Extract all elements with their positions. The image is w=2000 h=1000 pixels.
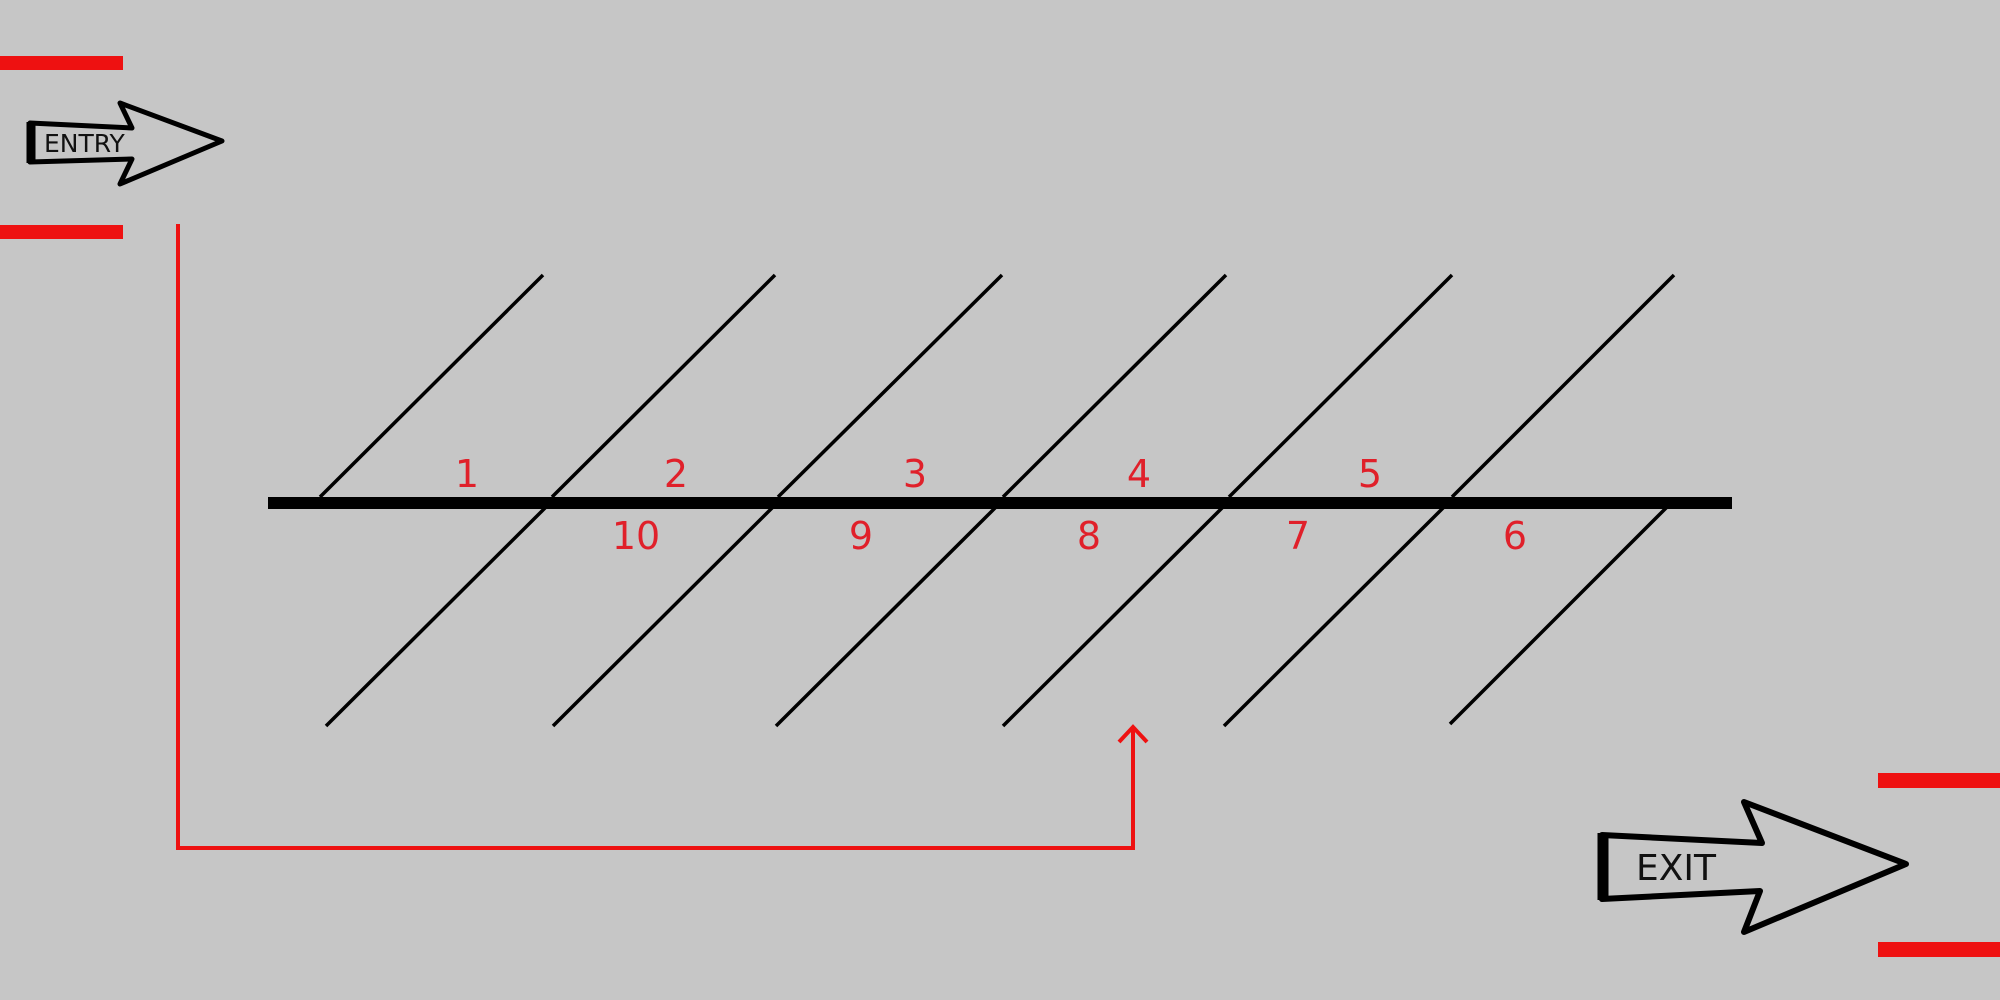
spot-number: 7 bbox=[1286, 514, 1310, 558]
spot-number: 4 bbox=[1127, 452, 1151, 496]
bottom-stall-line bbox=[1001, 505, 1225, 728]
spot-number: 1 bbox=[455, 452, 479, 496]
entry-gate-bottom-marker bbox=[0, 225, 123, 239]
top-stall-line bbox=[318, 273, 545, 499]
bottom-row-stall-lines bbox=[324, 505, 1669, 728]
top-row-stall-lines bbox=[318, 273, 1676, 499]
spot-number: 9 bbox=[849, 514, 873, 558]
exit-gate-top-marker bbox=[1878, 773, 2000, 788]
spot-number: 3 bbox=[903, 452, 927, 496]
entry-gate-top-marker bbox=[0, 56, 123, 70]
top-row-spot-numbers: 1 2 3 4 5 bbox=[455, 452, 1382, 496]
entry-sign-label: ENTRY bbox=[44, 129, 126, 158]
entry-arrow-icon bbox=[27, 100, 225, 187]
spot-number: 5 bbox=[1358, 452, 1382, 496]
entry-sign: ENTRY bbox=[26, 100, 225, 187]
bottom-stall-line bbox=[774, 505, 998, 728]
bottom-stall-line bbox=[1222, 505, 1446, 728]
bottom-stall-line bbox=[1448, 505, 1669, 726]
spot-number: 6 bbox=[1503, 514, 1527, 558]
route-arrowhead-icon bbox=[1117, 724, 1149, 744]
route-path bbox=[176, 224, 1135, 850]
exit-gate-bottom-marker bbox=[1878, 942, 2000, 957]
exit-arrow-icon bbox=[1599, 799, 1909, 935]
spot-number: 8 bbox=[1077, 514, 1101, 558]
exit-sign: EXIT bbox=[1597, 799, 1909, 935]
top-stall-line bbox=[550, 273, 777, 499]
spot-number: 2 bbox=[664, 452, 688, 496]
spot-number: 10 bbox=[612, 514, 660, 558]
top-stall-line bbox=[1001, 273, 1228, 499]
bottom-stall-line bbox=[324, 505, 548, 728]
top-stall-line bbox=[776, 273, 1004, 499]
top-stall-line bbox=[1450, 273, 1676, 499]
bottom-row-spot-numbers: 10 9 8 7 6 bbox=[612, 514, 1527, 558]
top-stall-line bbox=[1227, 273, 1454, 499]
exit-sign-label: EXIT bbox=[1636, 848, 1717, 889]
bottom-stall-line bbox=[551, 505, 775, 728]
